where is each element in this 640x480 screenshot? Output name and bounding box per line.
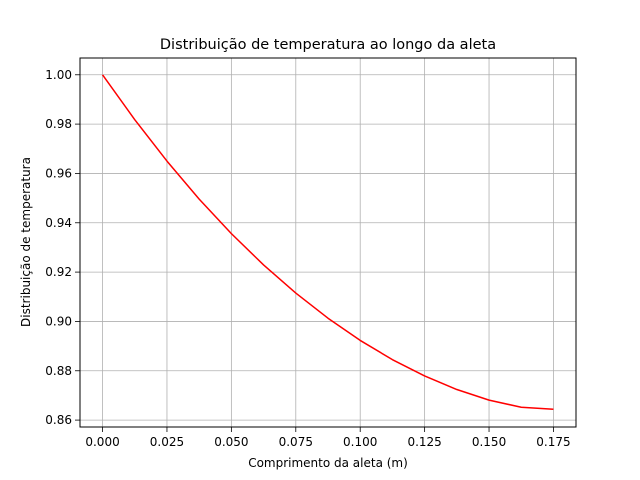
x-tick-label: 0.125 — [407, 435, 441, 449]
plot-frame — [79, 57, 577, 428]
y-tick-label: 1.00 — [45, 68, 72, 82]
x-tick-label: 0.000 — [85, 435, 119, 449]
x-tick-label: 0.025 — [150, 435, 184, 449]
y-tick-label: 0.98 — [45, 117, 72, 131]
x-axis-label: Comprimento da aleta (m) — [248, 456, 408, 470]
y-axis-label: Distribuição de temperatura — [19, 157, 33, 327]
chart-title: Distribuição de temperatura ao longo da … — [160, 37, 496, 53]
series-layer — [101, 74, 554, 410]
y-tick-label: 0.94 — [45, 216, 72, 230]
y-tick-label: 0.96 — [45, 166, 72, 180]
y-tick-label: 0.92 — [45, 265, 72, 279]
x-tick-label: 0.100 — [343, 435, 377, 449]
x-tick-label: 0.175 — [536, 435, 570, 449]
y-tick-label: 0.86 — [45, 413, 72, 427]
grid — [80, 58, 576, 427]
x-tick-label: 0.150 — [472, 435, 506, 449]
ticks: 0.000 0.025 0.050 0.075 0.100 0.125 0.150 0.175… — [45, 68, 570, 449]
x-tick-label: 0.050 — [214, 435, 248, 449]
x-tick-label: 0.075 — [279, 435, 313, 449]
y-tick-label: 0.90 — [45, 314, 72, 328]
series-line — [101, 74, 554, 410]
y-tick-label: 0.88 — [45, 364, 72, 378]
